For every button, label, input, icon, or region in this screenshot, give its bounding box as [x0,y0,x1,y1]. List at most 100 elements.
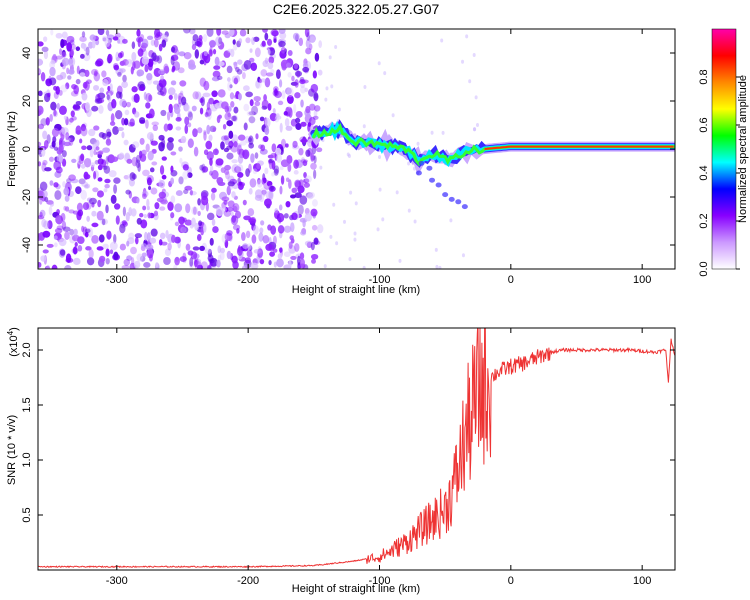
noise-blob [148,61,153,71]
noise-blob [260,144,266,152]
noise-blob [97,199,102,208]
snr-background [38,328,675,570]
noise-blob [61,57,70,66]
noise-blob [173,264,178,269]
noise-blob [318,40,323,48]
noise-blob [76,202,83,212]
noise-blob [232,205,238,213]
noise-blob [50,101,57,111]
noise-blob [293,159,299,169]
spectrogram-y-tick-label: 40 [21,47,33,59]
noise-blob [170,46,176,53]
noise-blob [237,134,246,141]
noise-blob [231,191,236,198]
noise-blob [106,34,115,40]
noise-blob [68,56,76,67]
noise-blob [137,48,144,57]
noise-blob [43,50,49,60]
noise-blob [142,193,147,199]
noise-blob [254,189,263,199]
noise-blob [126,174,131,181]
noise-blob [149,237,157,244]
noise-blob [49,201,55,207]
noise-blob [117,71,122,77]
noise-blob [237,59,243,65]
noise-blob [150,140,158,146]
noise-blob [145,119,149,129]
noise-blob [310,253,319,260]
noise-blob [223,209,232,217]
noise-blob [212,148,219,156]
noise-blob [70,49,75,57]
noise-blob [147,212,152,219]
noise-blob [143,91,147,101]
noise-blob [304,87,308,93]
noise-blob [91,235,99,244]
noise-blob [276,213,285,223]
noise-blob [40,255,47,262]
noise-blob [251,105,259,116]
noise-blob [232,134,239,144]
noise-blob [270,185,274,191]
noise-blob [212,70,221,78]
noise-blob [262,189,266,197]
ridge-branch-blob [426,165,433,171]
noise-blob [297,204,304,215]
noise-blob [251,234,257,244]
noise-blob [91,105,99,112]
noise-blob [250,262,259,269]
noise-blob [179,157,183,164]
noise-blob [271,160,276,170]
noise-blob [148,108,155,119]
noise-blob [158,69,166,75]
noise-blob [250,62,258,72]
ridge-branch-blob [455,199,462,205]
noise-blob [185,243,191,251]
noise-blob [81,145,87,151]
noise-blob [106,230,112,240]
noise-blob [192,91,199,100]
spectrogram-x-tick-label: 100 [633,274,651,286]
noise-blob [300,79,309,84]
noise-blob [146,175,154,184]
noise-blob [293,103,297,114]
ridge-branch-blob [418,160,425,166]
noise-blob [109,241,118,251]
noise-blob [43,36,48,42]
noise-blob [294,92,301,99]
noise-blob [257,177,261,185]
noise-blob [170,55,175,66]
noise-blob [182,164,189,171]
noise-blob [311,224,318,231]
noise-blob [82,81,88,89]
noise-blob [50,59,56,65]
noise-blob [256,179,263,188]
noise-blob [233,61,238,66]
noise-blob [199,97,204,104]
noise-blob [227,81,232,91]
noise-blob [278,40,286,48]
noise-blob [236,163,244,173]
noise-blob [279,122,283,133]
noise-blob [128,232,135,240]
noise-blob [70,110,75,118]
noise-blob [274,90,282,99]
noise-blob [305,105,311,114]
noise-blob [121,117,126,126]
noise-blob [192,34,199,42]
noise-blob [113,64,120,71]
noise-blob [254,47,261,58]
noise-blob [140,219,148,229]
noise-blob [146,72,153,81]
noise-blob [280,59,289,69]
noise-blob [88,249,94,259]
noise-blob [206,101,211,111]
noise-blob [290,194,297,199]
noise-blob [94,98,103,104]
noise-blob [191,105,197,112]
noise-blob [332,202,336,207]
noise-blob [119,68,126,73]
noise-blob [277,100,284,106]
noise-blob [348,257,352,262]
noise-blob [234,166,242,173]
